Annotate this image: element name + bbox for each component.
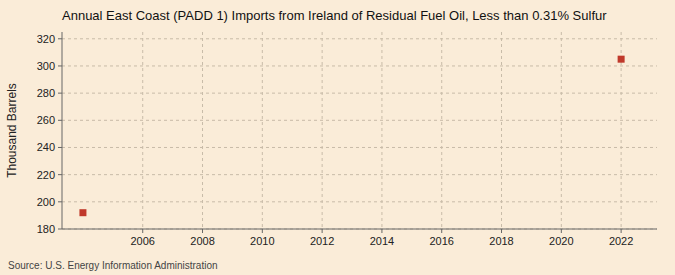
y-tick (58, 147, 62, 148)
grid-line-x (441, 32, 442, 229)
y-tick-label: 220 (37, 169, 55, 181)
y-tick-label: 320 (37, 33, 55, 45)
y-tick-label: 280 (37, 87, 55, 99)
axes: 2006 2008 2010 2012 2014 2016 2018 2020 2022 180 2… (37, 32, 657, 247)
grid-line-y (62, 93, 657, 94)
y-tick (58, 201, 62, 202)
grid-line-x (501, 32, 502, 229)
x-tick (142, 229, 143, 233)
y-tick (58, 174, 62, 175)
grid-line-y (62, 65, 657, 66)
x-tick (501, 229, 502, 233)
y-tick-label: 240 (37, 141, 55, 153)
y-tick (58, 120, 62, 121)
x-tick-label: 2006 (130, 235, 154, 247)
chart-svg: 2006 2008 2010 2012 2014 2016 2018 2020 2022 180 2… (0, 0, 675, 275)
x-tick-label: 2012 (310, 235, 334, 247)
x-tick-label: 2016 (429, 235, 453, 247)
grid (62, 32, 657, 229)
y-tick (58, 229, 62, 230)
x-tick (381, 229, 382, 233)
y-tick (58, 65, 62, 66)
x-tick (561, 229, 562, 233)
y-tick-label: 200 (37, 196, 55, 208)
grid-line-x (142, 32, 143, 229)
x-tick-label: 2020 (549, 235, 573, 247)
grid-line-y (62, 229, 657, 230)
data-point (618, 56, 625, 63)
chart-title: Annual East Coast (PADD 1) Imports from … (62, 8, 607, 23)
y-tick (58, 38, 62, 39)
x-tick-label: 2008 (190, 235, 214, 247)
grid-line-y (62, 147, 657, 148)
grid-line-y (62, 120, 657, 121)
data-point (79, 209, 86, 216)
y-axis-label: Thousand Barrels (5, 83, 19, 178)
y-tick-label: 260 (37, 114, 55, 126)
source-note: Source: U.S. Energy Information Administ… (8, 260, 218, 271)
points (79, 56, 624, 217)
x-tick (441, 229, 442, 233)
grid-line-x (322, 32, 323, 229)
x-tick-label: 2018 (489, 235, 513, 247)
x-tick (621, 229, 622, 233)
chart-container: 2006 2008 2010 2012 2014 2016 2018 2020 2022 180 2… (0, 0, 675, 275)
y-tick-label: 300 (37, 60, 55, 72)
grid-line-x (262, 32, 263, 229)
x-tick (262, 229, 263, 233)
x-tick (202, 229, 203, 233)
y-axis-line (62, 32, 63, 229)
grid-line-y (62, 174, 657, 175)
grid-line-y (62, 201, 657, 202)
y-tick (58, 93, 62, 94)
background (0, 0, 675, 275)
grid-line-x (381, 32, 382, 229)
grid-line-y (62, 38, 657, 39)
x-tick-label: 2022 (609, 235, 633, 247)
grid-line-x (561, 32, 562, 229)
grid-line-x (202, 32, 203, 229)
x-tick-label: 2014 (370, 235, 394, 247)
x-tick-label: 2010 (250, 235, 274, 247)
y-tick-label: 180 (37, 223, 55, 235)
x-tick (322, 229, 323, 233)
x-axis-line (62, 229, 657, 230)
